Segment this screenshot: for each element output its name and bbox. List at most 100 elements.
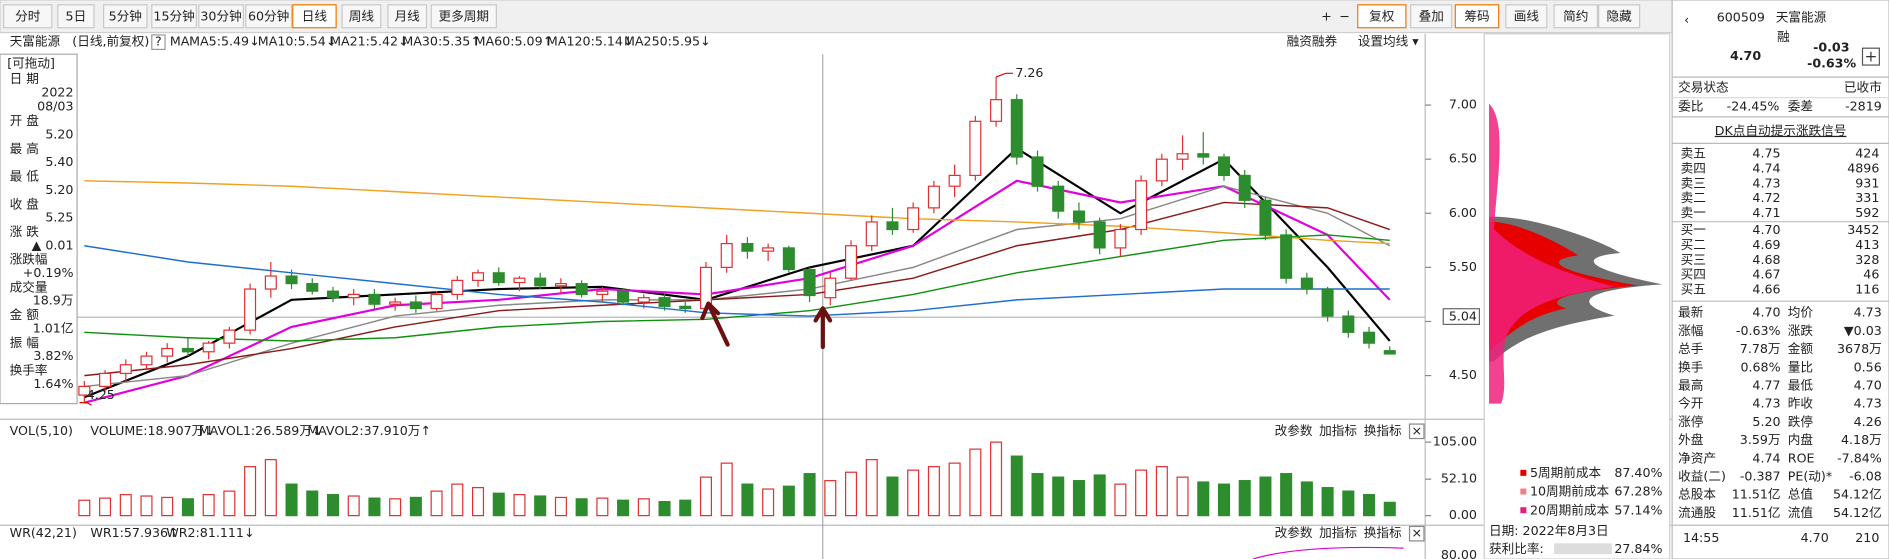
close-box[interactable]	[1408, 423, 1425, 440]
candle-body	[658, 297, 671, 307]
ma-line	[84, 179, 1391, 404]
candle-body	[202, 342, 215, 353]
legend-swatch	[1520, 488, 1527, 495]
volume-bar	[927, 466, 940, 517]
candle-body	[492, 272, 505, 284]
period-label[interactable]: 5分钟	[109, 8, 142, 23]
stat-label: 金额	[1788, 341, 1814, 356]
stat-label: 均价	[1788, 305, 1814, 320]
period-label[interactable]: 60分钟	[248, 8, 289, 23]
volume-bar	[865, 459, 878, 517]
tool-button[interactable]	[1410, 4, 1453, 29]
volume-bar	[720, 462, 733, 517]
period-label[interactable]: 月线	[395, 8, 421, 23]
period-label[interactable]: 30分钟	[200, 8, 241, 23]
wr-header: WR1:57.936↑	[90, 525, 178, 540]
period-label[interactable]: 日线	[302, 8, 328, 23]
volume-bar	[1010, 455, 1023, 517]
volume-header: MAVOL1:26.589万↓	[199, 423, 323, 438]
tool-button[interactable]	[1553, 4, 1599, 29]
volume-button[interactable]: 换指标	[1364, 423, 1402, 438]
candle-body	[140, 355, 153, 366]
tool-label[interactable]: 叠加	[1419, 8, 1444, 23]
period-button[interactable]	[341, 4, 382, 29]
candle-body	[1259, 199, 1272, 236]
candle-body	[78, 385, 91, 396]
ma-line	[84, 245, 1390, 317]
candle-body	[1217, 156, 1231, 177]
volume-button[interactable]: 加指标	[1319, 423, 1357, 438]
volume-bar	[907, 469, 920, 517]
candle-body	[990, 99, 1003, 122]
volume-button[interactable]: ×	[1411, 423, 1422, 438]
tool-label[interactable]: 复权	[1369, 8, 1395, 23]
volume-bar	[264, 459, 277, 517]
candle-body	[1176, 153, 1189, 160]
info-value: 1.64%	[33, 376, 73, 391]
tool-label[interactable]: 画线	[1514, 8, 1540, 23]
period-button[interactable]	[151, 4, 197, 29]
period-button[interactable]	[198, 4, 244, 29]
stat-value: 4.77	[1752, 377, 1780, 392]
wr-button[interactable]: 加指标	[1319, 525, 1357, 540]
stat-value: 7.78万	[1740, 341, 1781, 356]
info-value: 3.82%	[33, 348, 73, 363]
book-price: 4.70	[1752, 222, 1780, 237]
stat-label: 涨跌	[1788, 323, 1814, 338]
period-button[interactable]	[3, 4, 53, 29]
book-volume: 116	[1855, 281, 1879, 296]
legend-swatch	[1520, 469, 1527, 476]
margin-link[interactable]: 融资融券	[1287, 34, 1338, 49]
period-button[interactable]	[245, 4, 293, 29]
annotation-arrow	[813, 306, 833, 350]
period-label[interactable]: 更多周期	[439, 8, 490, 23]
stat-label: 内盘	[1788, 432, 1814, 447]
stat-label: 净资产	[1678, 450, 1716, 465]
candle-body	[513, 277, 526, 284]
period-button[interactable]	[430, 4, 497, 29]
stat-value: -0.387	[1740, 468, 1781, 483]
volume-header: VOL(5,10)	[10, 423, 73, 438]
tool-button[interactable]	[1454, 4, 1500, 29]
candle-body	[264, 275, 277, 290]
quote-pct: -0.63%	[1807, 55, 1856, 70]
stat-label: 外盘	[1678, 432, 1704, 447]
candle-body	[679, 305, 692, 310]
volume-bar	[513, 494, 526, 517]
ma-settings[interactable]: 设置均线 ▾	[1358, 34, 1420, 49]
volume-bar	[1259, 476, 1272, 517]
tool-label[interactable]: 筹码	[1464, 8, 1489, 23]
tool-label[interactable]: 隐藏	[1607, 8, 1633, 23]
wr-button[interactable]: ×	[1411, 525, 1422, 540]
volume-bar	[1238, 480, 1251, 517]
signal-link[interactable]: DK点自动提示涨跌信号	[1715, 123, 1847, 138]
period-button[interactable]	[57, 4, 95, 29]
wr-button[interactable]: 换指标	[1364, 525, 1402, 540]
period-button[interactable]	[292, 4, 337, 29]
stat-value: 3678万	[1837, 341, 1882, 356]
period-label[interactable]: 15分钟	[153, 8, 194, 23]
period-label[interactable]: 分时	[15, 8, 41, 23]
volume-bar	[326, 494, 340, 517]
info-value: 5.25	[45, 210, 73, 225]
volume-bar	[886, 476, 899, 517]
book-label: 买五	[1681, 281, 1706, 296]
tool-button[interactable]	[1357, 4, 1407, 29]
wr-button[interactable]: 改参数	[1275, 525, 1313, 540]
period-button[interactable]	[103, 4, 148, 29]
tool-button[interactable]	[1505, 4, 1548, 29]
volume-button[interactable]: 改参数	[1275, 423, 1313, 438]
period-button[interactable]	[387, 4, 428, 29]
tool-button[interactable]	[1598, 4, 1641, 29]
period-label[interactable]: 周线	[349, 8, 375, 23]
volume-bar	[534, 495, 547, 517]
period-label[interactable]: 5日	[66, 8, 87, 23]
chip-date: 日期: 2022年8月3日	[1489, 523, 1609, 538]
zoom-out[interactable]: −	[1339, 8, 1350, 23]
stat-value: 4.74	[1752, 450, 1780, 465]
tool-label[interactable]: 简约	[1563, 8, 1588, 23]
info-value: 18.9万	[33, 293, 74, 308]
zoom-in[interactable]: +	[1321, 8, 1332, 23]
close-box[interactable]	[1408, 525, 1425, 542]
